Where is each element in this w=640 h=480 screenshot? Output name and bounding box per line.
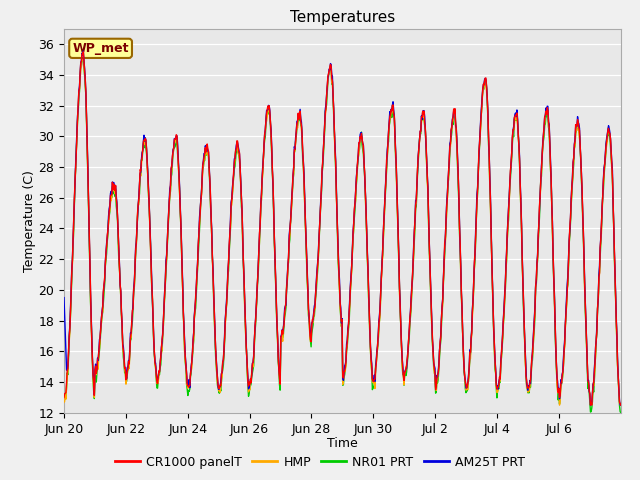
Legend: CR1000 panelT, HMP, NR01 PRT, AM25T PRT: CR1000 panelT, HMP, NR01 PRT, AM25T PRT [110,451,530,474]
Text: WP_met: WP_met [72,42,129,55]
Y-axis label: Temperature (C): Temperature (C) [22,170,36,272]
Title: Temperatures: Temperatures [290,10,395,25]
X-axis label: Time: Time [327,437,358,450]
